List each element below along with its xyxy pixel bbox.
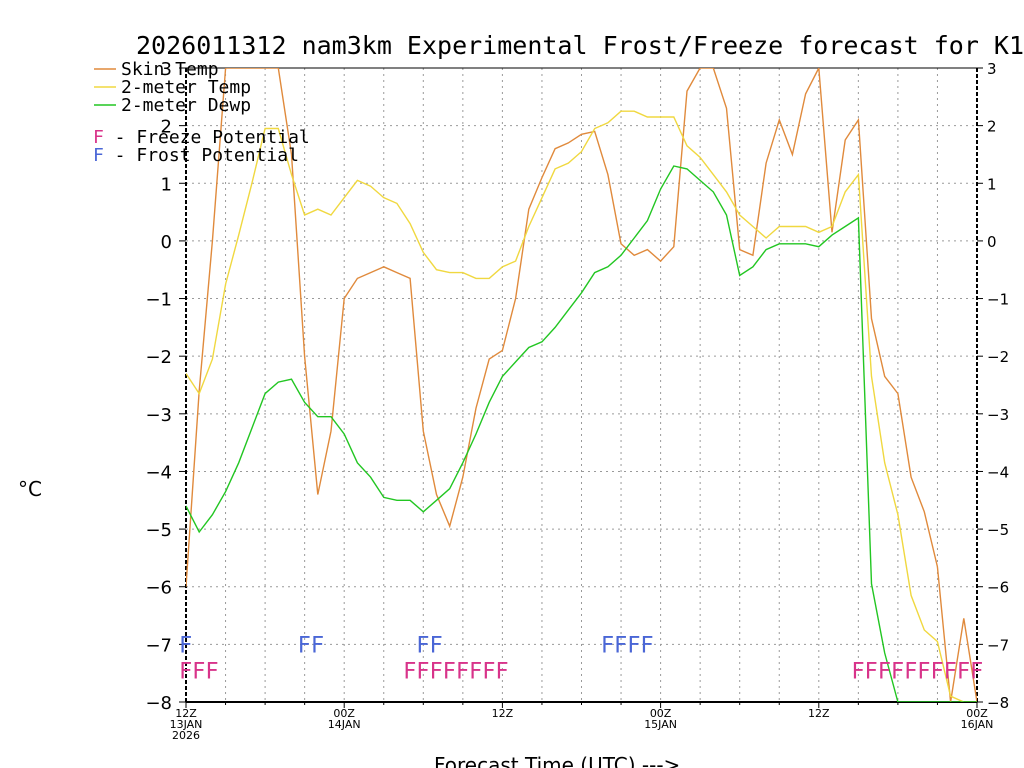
y-right-tick-label: 3 bbox=[987, 60, 997, 78]
legend-label: 2-meter Dewp bbox=[121, 95, 251, 116]
series-line-2-meter-temp bbox=[186, 110, 977, 702]
y-tick-label: −4 bbox=[145, 462, 172, 483]
y-right-tick-label: −1 bbox=[987, 291, 1009, 309]
freeze-mark: F bbox=[495, 659, 508, 684]
frost-mark: F bbox=[640, 633, 653, 658]
freeze-mark: F bbox=[917, 659, 930, 684]
freeze-mark: F bbox=[865, 659, 878, 684]
y-right-tick-label: −3 bbox=[987, 406, 1009, 424]
y-tick-label: −1 bbox=[145, 290, 172, 311]
y-right-tick-label: −6 bbox=[987, 579, 1009, 597]
freeze-mark: F bbox=[944, 659, 957, 684]
frost-freeze-marks: F F F F F F F F FF F F F F F F F F F F F F F F F F F F F F bbox=[179, 633, 983, 684]
chart-title: 2026011312 nam3km Experimental Frost/Fre… bbox=[136, 31, 1024, 60]
grid bbox=[186, 68, 977, 702]
x-tick-label: 00Z bbox=[333, 707, 355, 720]
y-right-tick-label: −7 bbox=[987, 636, 1009, 654]
y-axis-right: 3 2 1 0 −1 −2 −3 −4 −5 −6 −7 −8 bbox=[977, 60, 1009, 712]
x-tick-label: 2026 bbox=[172, 729, 200, 742]
freeze-mark: F bbox=[429, 659, 442, 684]
x-axis-label: Forecast Time (UTC) ---> bbox=[434, 753, 680, 768]
frost-mark: F bbox=[311, 633, 324, 658]
y-tick-label: −7 bbox=[145, 635, 172, 656]
frost-mark: F bbox=[179, 633, 192, 658]
freeze-mark: F bbox=[957, 659, 970, 684]
x-tick-label: 12Z bbox=[808, 707, 830, 720]
x-tick-label: 13JAN bbox=[170, 718, 203, 731]
legend-label: Skin Temp bbox=[121, 59, 219, 80]
legend-note: F - Frost Potential bbox=[93, 145, 299, 166]
frost-mark: F bbox=[601, 633, 614, 658]
x-tick-label: 12Z bbox=[175, 707, 197, 720]
y-tick-label: −5 bbox=[145, 520, 172, 541]
series-line-2-meter-dewp bbox=[186, 165, 977, 702]
x-tick-label: 16JAN bbox=[961, 718, 994, 731]
x-tick-label: 15JAN bbox=[644, 718, 677, 731]
y-axis-left: 3 2 1 0 −1 −2 −3 −4 −5 −6 −7 −8 bbox=[145, 59, 186, 714]
freeze-mark: F bbox=[851, 659, 864, 684]
legend-label: 2-meter Temp bbox=[121, 77, 251, 98]
y-right-tick-label: 2 bbox=[987, 118, 997, 136]
x-tick-label: 12Z bbox=[492, 707, 514, 720]
y-tick-label: −3 bbox=[145, 405, 172, 426]
freeze-mark: F bbox=[192, 659, 205, 684]
frost-mark: F bbox=[614, 633, 627, 658]
x-tick-label: 00Z bbox=[966, 707, 988, 720]
legend-note-text: - Freeze Potential bbox=[104, 127, 310, 148]
freeze-mark: F bbox=[878, 659, 891, 684]
y-right-tick-label: −8 bbox=[987, 694, 1009, 712]
frost-mark: F bbox=[298, 633, 311, 658]
series-lines bbox=[186, 68, 977, 702]
freeze-mark: F bbox=[443, 659, 456, 684]
y-tick-label: 0 bbox=[161, 232, 172, 253]
freeze-mark: F bbox=[482, 659, 495, 684]
legend-note-text: - Frost Potential bbox=[104, 145, 299, 166]
freeze-mark: F bbox=[904, 659, 917, 684]
freeze-mark: F bbox=[891, 659, 904, 684]
y-tick-label: −2 bbox=[145, 347, 172, 368]
y-right-tick-label: −2 bbox=[987, 348, 1009, 366]
series-line-skin-temp bbox=[186, 68, 977, 702]
freeze-mark: F bbox=[179, 659, 192, 684]
y-tick-label: 3 bbox=[161, 59, 172, 80]
y-tick-label: 1 bbox=[161, 174, 172, 195]
x-tick-label: 14JAN bbox=[328, 718, 361, 731]
freeze-mark: F bbox=[205, 659, 218, 684]
freeze-mark: F bbox=[970, 659, 983, 684]
frost-mark: F bbox=[416, 633, 429, 658]
freeze-mark: F bbox=[456, 659, 469, 684]
frost-mark: F bbox=[429, 633, 442, 658]
legend-note: F - Freeze Potential bbox=[93, 127, 310, 148]
y-right-tick-label: 1 bbox=[987, 175, 997, 193]
y-tick-label: −6 bbox=[145, 578, 172, 599]
y-axis-label: °C bbox=[18, 477, 42, 501]
freeze-mark: F bbox=[930, 659, 943, 684]
freeze-mark: F bbox=[403, 659, 416, 684]
freeze-mark: F bbox=[469, 659, 482, 684]
y-right-tick-label: 0 bbox=[987, 233, 997, 251]
frost-mark: F bbox=[627, 633, 640, 658]
y-right-tick-label: −4 bbox=[987, 463, 1009, 481]
y-right-tick-label: −5 bbox=[987, 521, 1009, 539]
freeze-mark: F bbox=[416, 659, 429, 684]
x-tick-label: 00Z bbox=[650, 707, 672, 720]
y-tick-label: 2 bbox=[161, 117, 172, 138]
legend-note-letter: F bbox=[93, 127, 104, 148]
legend-note-letter: F bbox=[93, 145, 104, 166]
y-tick-label: −8 bbox=[145, 693, 172, 714]
